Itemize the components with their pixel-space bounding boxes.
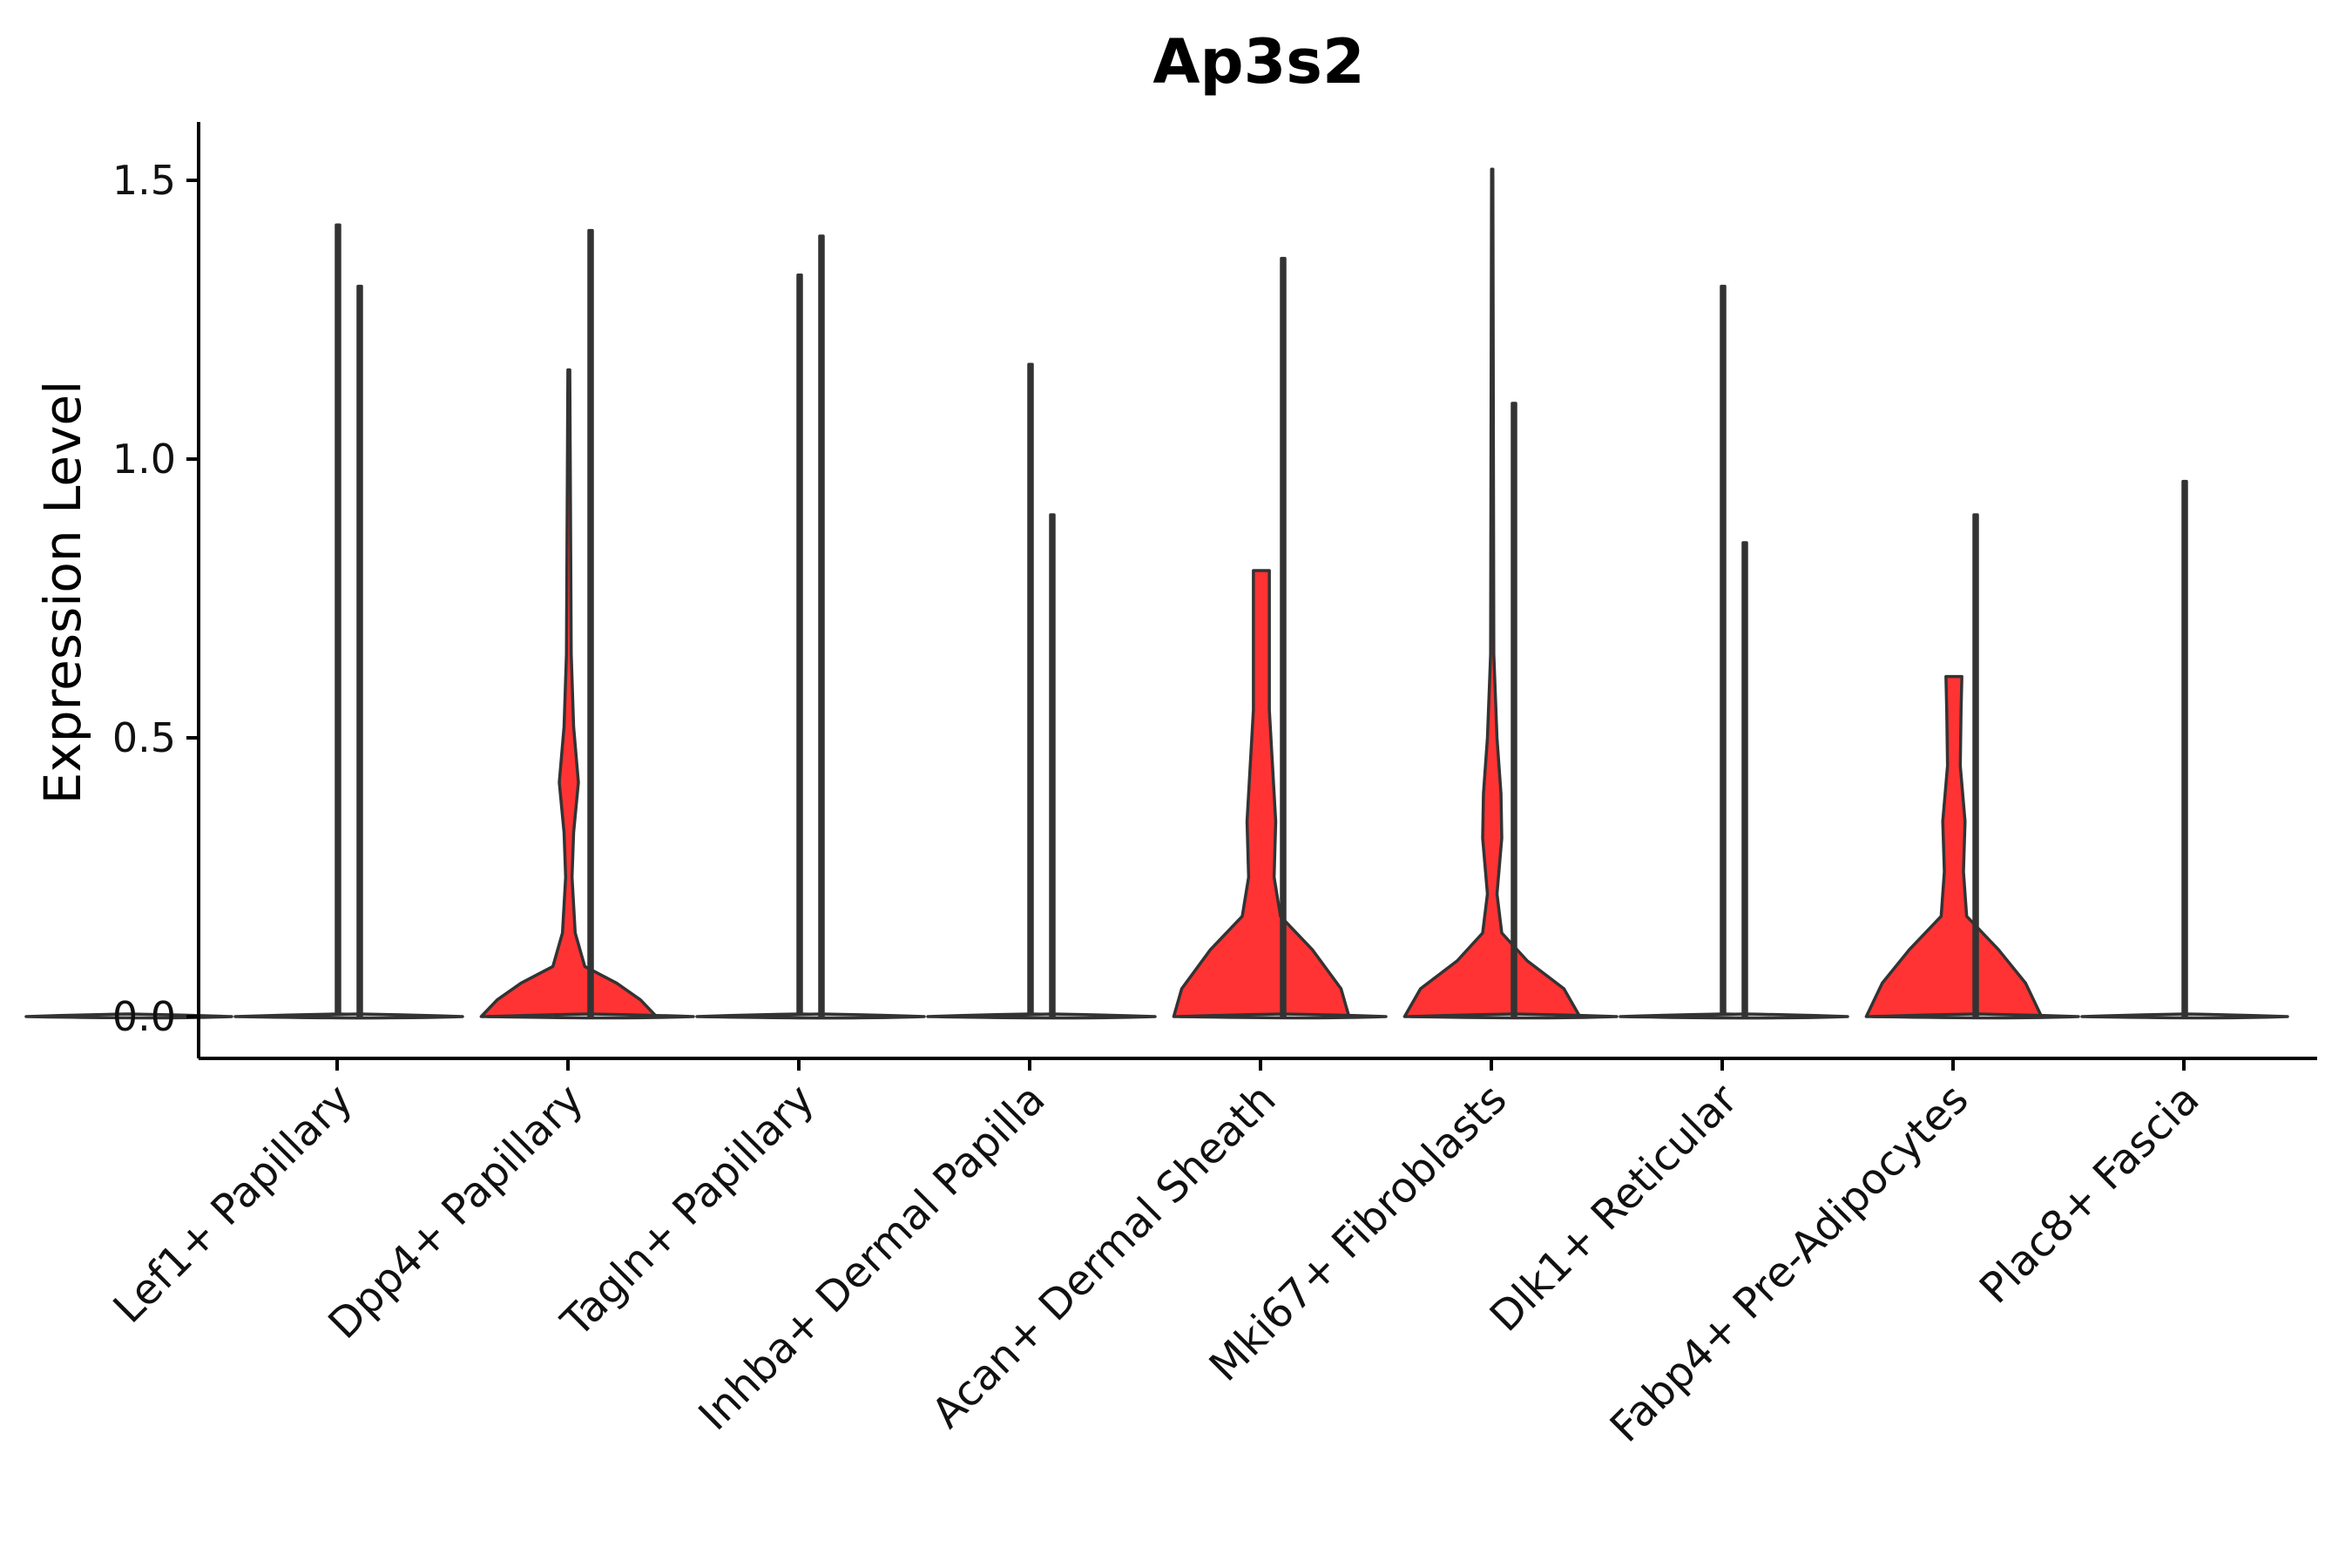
violin-right-body xyxy=(1864,674,2044,1018)
chart-title: Ap3s2 xyxy=(1152,26,1364,98)
violin-left-4 xyxy=(717,234,926,1020)
violin-right-7 xyxy=(1619,284,1828,1020)
x-tick-label: Dpp4+ Papillary xyxy=(319,1075,592,1348)
violin-left-3 xyxy=(486,228,695,1020)
violin-left-6 xyxy=(1179,256,1388,1020)
violin-right-5 xyxy=(1172,569,1351,1018)
violin-left-tail xyxy=(1280,256,1287,1018)
x-tick-label: Plac8+ Fascia xyxy=(1970,1075,2209,1314)
violin-left-9 xyxy=(1871,513,2080,1020)
violin-right-tail xyxy=(796,274,803,1018)
violin-left-tail xyxy=(1049,513,1056,1018)
violin-right-1 xyxy=(233,223,443,1020)
y-axis-label: Expression Level xyxy=(33,381,92,804)
x-tick-label: Lef1+ Papillary xyxy=(105,1075,362,1333)
violin-left-7 xyxy=(1409,402,1619,1020)
violin-right-2 xyxy=(479,368,659,1018)
violin-right-tail xyxy=(1720,284,1727,1018)
violin-right-8 xyxy=(1864,674,2044,1018)
violin-left-tail xyxy=(587,228,594,1018)
violin-left-tail xyxy=(1511,402,1517,1018)
violin-left-tail xyxy=(356,284,363,1018)
x-tick-label: Tagln+ Papillary xyxy=(551,1075,823,1347)
violin-right-tail xyxy=(2181,479,2188,1018)
violin-right-body xyxy=(479,368,659,1018)
violin-right-tail xyxy=(335,223,341,1018)
violin-right-3 xyxy=(695,274,904,1020)
violin-right-6 xyxy=(1402,167,1582,1018)
y-tick-label: 1.5 xyxy=(112,157,176,204)
y-tick-label: 0.0 xyxy=(112,993,176,1040)
violin-left-tail xyxy=(1741,541,1748,1018)
violin-left-tail xyxy=(1972,513,1979,1018)
violin-right-tail xyxy=(1027,362,1034,1018)
violin-right-9 xyxy=(2080,479,2289,1020)
violin-left-2 xyxy=(255,284,464,1020)
violin-left-8 xyxy=(1640,541,1849,1020)
x-tick-label: Dlk1+ Reticular xyxy=(1481,1075,1747,1342)
violin-right-4 xyxy=(926,362,1135,1020)
violin-right-body xyxy=(1402,167,1582,1018)
y-tick-label: 0.5 xyxy=(112,714,176,761)
violin-right-body xyxy=(1172,569,1351,1018)
violin-left-tail xyxy=(818,234,825,1018)
y-tick-label: 1.0 xyxy=(112,436,176,483)
violin-left-5 xyxy=(948,513,1157,1020)
